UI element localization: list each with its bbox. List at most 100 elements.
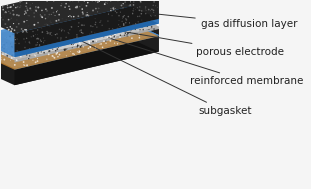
Point — [42, 39, 47, 42]
Point — [21, 63, 26, 66]
Point — [81, 37, 86, 40]
Point — [125, 35, 130, 38]
Point — [88, 24, 93, 27]
Point — [24, 5, 29, 8]
Point — [75, 5, 80, 8]
Point — [78, 37, 83, 40]
Point — [75, 45, 80, 48]
Point — [24, 30, 29, 33]
Point — [89, 27, 94, 30]
Point — [86, 14, 91, 17]
Point — [140, 25, 145, 28]
Point — [118, 25, 123, 28]
Point — [11, 13, 16, 16]
Point — [0, 35, 3, 38]
Point — [24, 39, 29, 42]
Point — [133, 22, 138, 25]
Point — [115, 0, 120, 2]
Point — [76, 15, 81, 18]
Point — [28, 3, 33, 6]
Point — [39, 31, 44, 34]
Point — [69, 40, 74, 43]
Point — [131, 1, 136, 4]
Point — [46, 15, 51, 18]
Point — [106, 17, 111, 20]
Point — [69, 26, 74, 29]
Point — [86, 47, 91, 50]
Point — [61, 39, 66, 42]
Point — [104, 38, 109, 41]
Point — [32, 54, 37, 57]
Point — [37, 43, 42, 46]
Point — [2, 9, 7, 12]
Point — [19, 27, 24, 30]
Point — [136, 29, 141, 33]
Point — [62, 29, 67, 32]
Point — [8, 42, 13, 45]
Point — [84, 29, 89, 32]
Point — [63, 28, 68, 31]
Point — [24, 39, 29, 42]
Point — [9, 57, 14, 60]
Point — [81, 24, 86, 27]
Point — [80, 24, 85, 27]
Point — [30, 30, 35, 33]
Point — [144, 0, 149, 2]
Point — [41, 40, 46, 43]
Point — [27, 41, 32, 44]
Point — [94, 40, 99, 43]
Point — [37, 48, 42, 51]
Point — [68, 36, 73, 39]
Point — [57, 39, 62, 42]
Point — [129, 37, 134, 40]
Point — [66, 15, 71, 18]
Point — [70, 0, 75, 2]
Point — [93, 17, 98, 20]
Point — [112, 35, 117, 38]
Point — [1, 8, 6, 11]
Point — [49, 40, 53, 43]
Point — [57, 29, 62, 32]
Point — [17, 6, 22, 9]
Point — [0, 22, 1, 25]
Point — [39, 50, 44, 53]
Point — [10, 49, 15, 52]
Point — [39, 40, 44, 43]
Polygon shape — [32, 29, 133, 54]
Point — [99, 19, 104, 22]
Point — [131, 7, 136, 10]
Point — [67, 28, 72, 31]
Point — [91, 22, 96, 25]
Point — [59, 29, 64, 32]
Point — [69, 43, 74, 46]
Point — [32, 28, 37, 31]
Point — [83, 30, 88, 33]
Point — [5, 26, 10, 29]
Point — [102, 3, 107, 6]
Point — [55, 36, 60, 40]
Point — [35, 37, 40, 40]
Point — [31, 34, 36, 37]
Polygon shape — [115, 0, 159, 19]
Point — [98, 19, 103, 22]
Point — [95, 33, 100, 36]
Point — [49, 31, 53, 34]
Point — [74, 29, 79, 32]
Point — [105, 38, 110, 41]
Point — [32, 15, 37, 18]
Point — [88, 32, 93, 35]
Point — [107, 36, 112, 39]
Point — [25, 14, 30, 17]
Point — [71, 15, 76, 18]
Point — [64, 54, 69, 57]
Point — [112, 5, 117, 8]
Point — [84, 34, 89, 37]
Point — [63, 34, 67, 37]
Point — [95, 10, 100, 13]
Point — [39, 14, 44, 17]
Point — [22, 64, 27, 67]
Point — [79, 44, 84, 47]
Point — [22, 20, 27, 23]
Point — [85, 1, 90, 4]
Point — [29, 35, 34, 38]
